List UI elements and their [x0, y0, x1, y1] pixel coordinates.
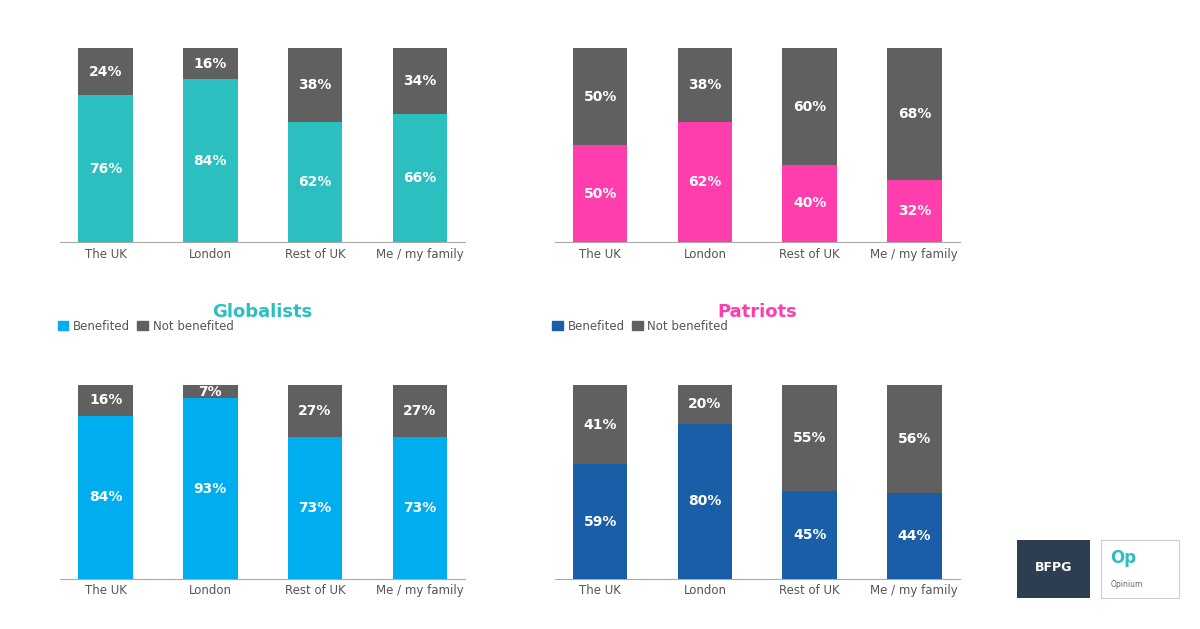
Text: 59%: 59% [583, 515, 617, 528]
Bar [782, 385, 836, 491]
Text: 73%: 73% [403, 501, 437, 515]
Text: 16%: 16% [89, 393, 122, 408]
Bar [678, 122, 732, 242]
Text: Opinium: Opinium [1111, 580, 1142, 589]
Text: 60%: 60% [793, 99, 827, 114]
Bar [392, 385, 446, 437]
Text: 27%: 27% [403, 404, 437, 418]
Text: 73%: 73% [299, 501, 331, 515]
Text: 20%: 20% [689, 398, 721, 411]
Bar [887, 48, 942, 180]
Bar [782, 491, 836, 579]
Bar [574, 145, 628, 242]
Bar [78, 95, 133, 242]
Bar [184, 398, 238, 579]
Bar [678, 48, 732, 122]
Bar [78, 385, 133, 416]
Text: 16%: 16% [193, 57, 227, 71]
Bar [184, 385, 238, 398]
Text: 27%: 27% [299, 404, 331, 418]
Text: Op: Op [1111, 549, 1136, 567]
Text: 41%: 41% [583, 418, 617, 431]
Bar [184, 48, 238, 79]
Bar [288, 48, 342, 122]
Bar [78, 416, 133, 579]
FancyBboxPatch shape [1018, 540, 1090, 598]
Text: 45%: 45% [793, 528, 827, 542]
Text: 38%: 38% [689, 78, 721, 92]
Text: 76%: 76% [89, 162, 122, 175]
Text: 7%: 7% [198, 385, 222, 399]
Bar [78, 48, 133, 95]
Bar [392, 114, 446, 242]
Text: 62%: 62% [689, 175, 721, 189]
Bar [782, 48, 836, 165]
Bar [678, 385, 732, 424]
Legend: Benefited, Not benefited: Benefited, Not benefited [552, 320, 728, 333]
Text: 93%: 93% [193, 482, 227, 496]
Bar [288, 385, 342, 437]
Bar [184, 79, 238, 242]
Text: 55%: 55% [793, 431, 827, 445]
Title: Patriots: Patriots [718, 303, 797, 321]
Legend: Benefited, Not benefited: Benefited, Not benefited [58, 320, 234, 333]
Text: 24%: 24% [89, 65, 122, 79]
Text: 80%: 80% [689, 494, 721, 508]
Bar [574, 464, 628, 579]
Text: 44%: 44% [898, 529, 931, 543]
Bar [288, 437, 342, 579]
Bar [288, 122, 342, 242]
FancyBboxPatch shape [1102, 540, 1178, 598]
Text: 62%: 62% [299, 175, 331, 189]
Bar [782, 165, 836, 242]
Text: 50%: 50% [583, 187, 617, 201]
Text: 56%: 56% [898, 432, 931, 446]
Text: 38%: 38% [299, 78, 331, 92]
Text: 32%: 32% [898, 204, 931, 218]
Bar [887, 493, 942, 579]
Bar [392, 437, 446, 579]
Text: 84%: 84% [89, 490, 122, 504]
Bar [574, 385, 628, 464]
Text: 34%: 34% [403, 74, 437, 88]
Text: 40%: 40% [793, 196, 827, 211]
Bar [574, 48, 628, 145]
Text: 66%: 66% [403, 171, 437, 186]
Text: 84%: 84% [193, 154, 227, 168]
Bar [678, 424, 732, 579]
Bar [887, 180, 942, 242]
Text: 68%: 68% [898, 108, 931, 121]
Text: 50%: 50% [583, 90, 617, 104]
Text: BFPG: BFPG [1034, 561, 1072, 574]
Bar [887, 385, 942, 493]
Title: Globalists: Globalists [212, 303, 313, 321]
Bar [392, 48, 446, 114]
